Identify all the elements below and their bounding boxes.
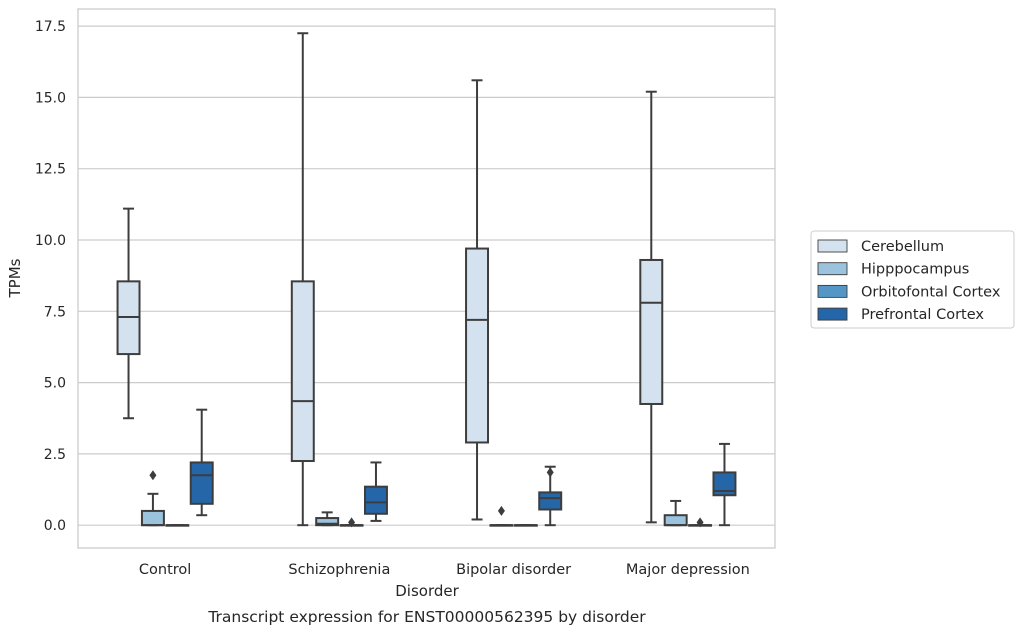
- y-tick-label: 15.0: [35, 90, 66, 106]
- legend-frame: [810, 230, 1015, 329]
- x-tick-label: Schizophrenia: [288, 562, 390, 578]
- y-tick-label: 5.0: [44, 376, 66, 392]
- y-tick-label: 2.5: [44, 447, 66, 463]
- legend-swatch: [817, 239, 848, 253]
- box: [465, 247, 490, 444]
- x-tick-label: Major depression: [626, 562, 750, 578]
- box-group: [315, 511, 340, 527]
- box-group: [688, 517, 713, 528]
- box-group: [465, 79, 490, 521]
- box-layer: [116, 32, 737, 528]
- outlier-point: [348, 517, 356, 528]
- y-tick-labels: 0.0 2.5 5.0 7.5 10.0 12.5 15.0 17.5: [35, 19, 66, 534]
- legend-label: Prefrontal Cortex: [861, 307, 984, 323]
- plot-frame: [77, 8, 776, 549]
- box: [140, 509, 165, 527]
- outlier-point: [149, 470, 157, 481]
- box: [538, 491, 563, 511]
- box: [315, 517, 340, 527]
- outlier-point: [696, 517, 704, 528]
- box: [363, 485, 388, 515]
- x-tick-labels: Control Schizophrenia Bipolar disorder Majo…: [139, 562, 750, 578]
- box-group: [339, 517, 364, 528]
- box-group: [290, 32, 315, 527]
- legend-item: Cerebellum: [817, 239, 944, 255]
- legend-label: Hipppocampus: [861, 262, 969, 278]
- legend-swatch: [817, 307, 848, 321]
- y-tick-label: 10.0: [35, 233, 66, 249]
- legend-item: Orbitofontal Cortex: [817, 284, 1001, 300]
- legend-label: Orbitofontal Cortex: [861, 284, 1001, 300]
- box-group: [538, 465, 563, 527]
- x-axis-label: Disorder: [395, 582, 459, 600]
- box-group: [165, 524, 190, 527]
- x-tick-label: Bipolar disorder: [456, 562, 571, 578]
- y-tick-label: 12.5: [35, 162, 66, 178]
- box-group: [663, 499, 688, 527]
- legend: Cerebellum Hipppocampus Orbitofontal Corte…: [810, 230, 1015, 329]
- box-group: [140, 470, 165, 527]
- box-group: [489, 505, 514, 527]
- box-group: [513, 524, 538, 527]
- y-tick-label: 0.0: [44, 518, 66, 534]
- y-axis-label: TPMs: [6, 258, 24, 298]
- box-group: [712, 442, 737, 527]
- box: [639, 258, 664, 405]
- box-group: [363, 461, 388, 522]
- grid-layer: [78, 25, 775, 526]
- x-tick-label: Control: [139, 562, 191, 578]
- outlier-point: [546, 467, 554, 478]
- box: [712, 471, 737, 497]
- legend-item: Hipppocampus: [817, 262, 969, 278]
- box-group: [639, 90, 664, 524]
- y-tick-label: 7.5: [44, 304, 66, 320]
- box: [663, 514, 688, 527]
- outlier-point: [497, 505, 505, 516]
- chart-caption: Transcript expression for ENST0000056239…: [207, 608, 646, 626]
- box-group: [189, 408, 214, 517]
- y-tick-label: 17.5: [35, 19, 66, 35]
- box-group: [116, 207, 141, 420]
- box: [290, 280, 315, 463]
- legend-label: Cerebellum: [861, 239, 944, 255]
- legend-swatch: [817, 262, 848, 276]
- legend-swatch: [817, 284, 848, 298]
- box: [189, 461, 214, 505]
- legend-item: Prefrontal Cortex: [817, 307, 984, 323]
